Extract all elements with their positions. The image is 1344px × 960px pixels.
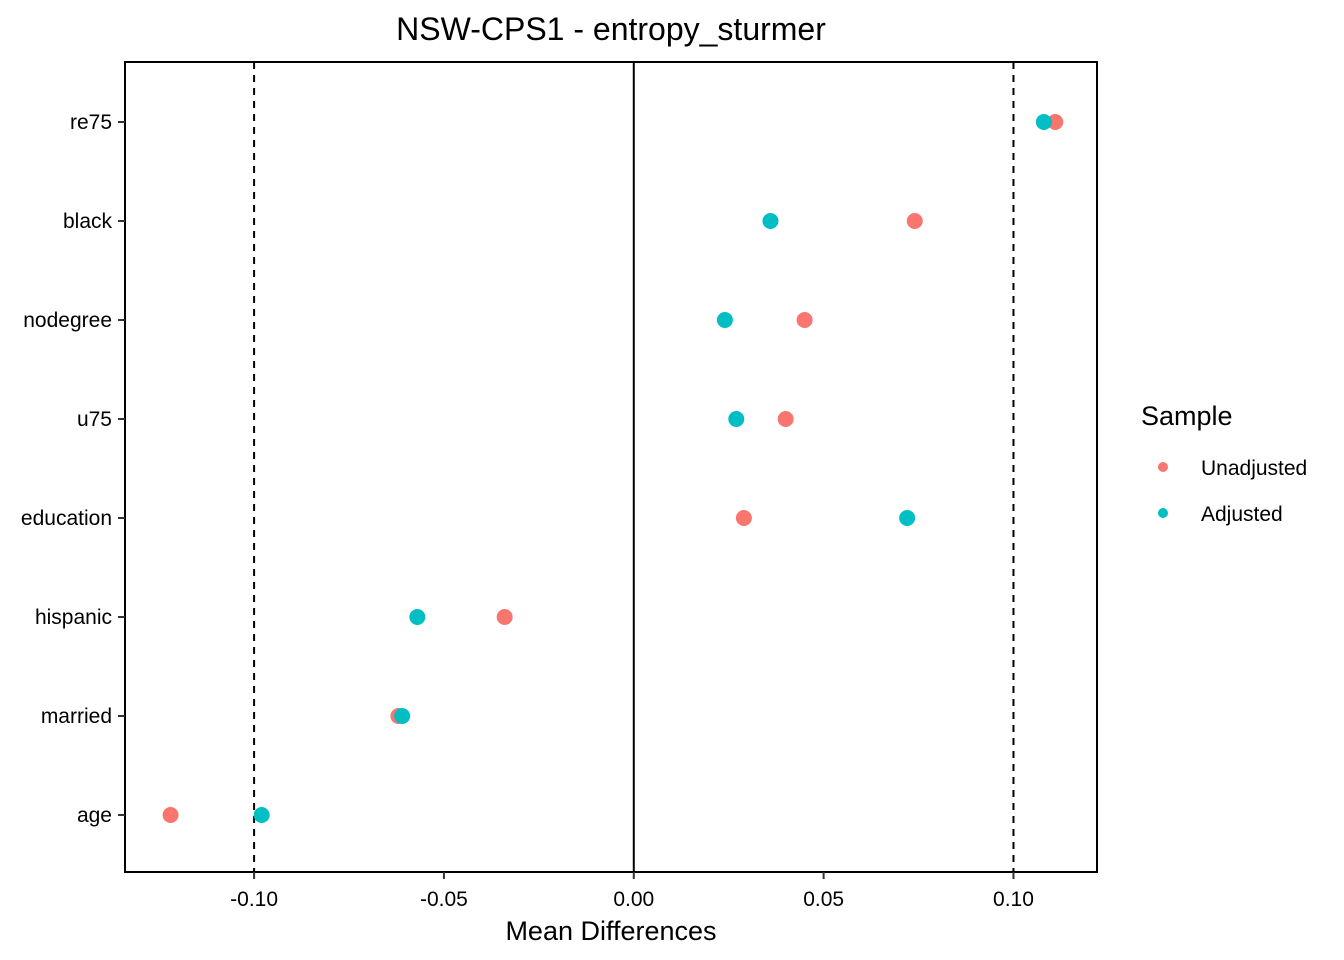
y-tick-label: re75: [70, 111, 112, 134]
y-tick-label: u75: [77, 408, 112, 431]
x-axis: -0.10 -0.05 0.00 0.05 0.10: [230, 872, 1034, 911]
legend-key-unadjusted: [1158, 462, 1168, 472]
y-axis: re75 black nodegree u75 education hispanic mar…: [21, 111, 125, 827]
point-adjusted-education: [899, 510, 916, 526]
chart-title: NSW-CPS1 - entropy_sturmer: [396, 11, 826, 47]
point-adjusted-black: [762, 213, 779, 229]
point-adjusted-hispanic: [409, 609, 426, 625]
point-adjusted-re75: [1035, 114, 1052, 130]
point-unadjusted-black: [906, 213, 923, 229]
legend-entries: Unadjusted Adjusted: [1158, 457, 1307, 526]
y-tick-label: hispanic: [35, 606, 112, 629]
data-points: [162, 114, 1064, 823]
x-axis-title: Mean Differences: [505, 916, 716, 946]
x-tick-label: 0.10: [993, 888, 1034, 911]
point-unadjusted-re75: [1047, 114, 1064, 130]
y-tick-label: education: [21, 507, 112, 530]
y-tick-label: age: [77, 804, 112, 827]
x-tick-label: 0.05: [803, 888, 844, 911]
y-tick-label: nodegree: [23, 309, 112, 332]
point-unadjusted-age: [162, 807, 179, 823]
legend: Sample Unadjusted Adjusted: [1141, 401, 1307, 526]
x-tick-label: 0.00: [613, 888, 654, 911]
y-tick-label: black: [63, 210, 113, 233]
point-adjusted-married: [394, 708, 411, 724]
point-unadjusted-nodegree: [796, 312, 813, 328]
x-tick-label: -0.10: [230, 888, 278, 911]
panel-border: [124, 61, 1098, 873]
y-tick-label: married: [41, 705, 112, 728]
point-unadjusted-u75: [777, 411, 794, 427]
legend-label-adjusted: Adjusted: [1201, 503, 1283, 526]
point-adjusted-age: [253, 807, 270, 823]
x-tick-label: -0.05: [420, 888, 468, 911]
legend-title: Sample: [1141, 401, 1233, 431]
legend-key-adjusted: [1158, 508, 1168, 518]
plot-panel: [124, 61, 1098, 873]
legend-label-unadjusted: Unadjusted: [1201, 457, 1307, 480]
point-unadjusted-hispanic: [496, 609, 513, 625]
point-adjusted-u75: [728, 411, 745, 427]
reference-lines: [253, 62, 1015, 872]
point-unadjusted-education: [735, 510, 752, 526]
point-adjusted-nodegree: [716, 312, 733, 328]
